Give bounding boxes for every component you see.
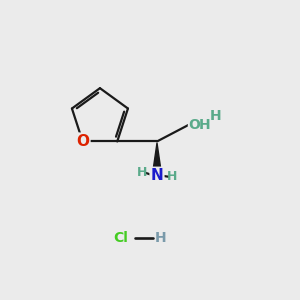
Text: N: N <box>151 168 164 183</box>
Text: H: H <box>210 110 222 123</box>
Text: H: H <box>154 231 166 245</box>
Text: H: H <box>137 167 148 179</box>
Polygon shape <box>153 143 161 169</box>
Text: O: O <box>188 118 200 132</box>
Text: Cl: Cl <box>113 231 128 245</box>
Text: H: H <box>199 118 211 132</box>
Text: O: O <box>76 134 89 149</box>
Text: H: H <box>167 170 178 183</box>
